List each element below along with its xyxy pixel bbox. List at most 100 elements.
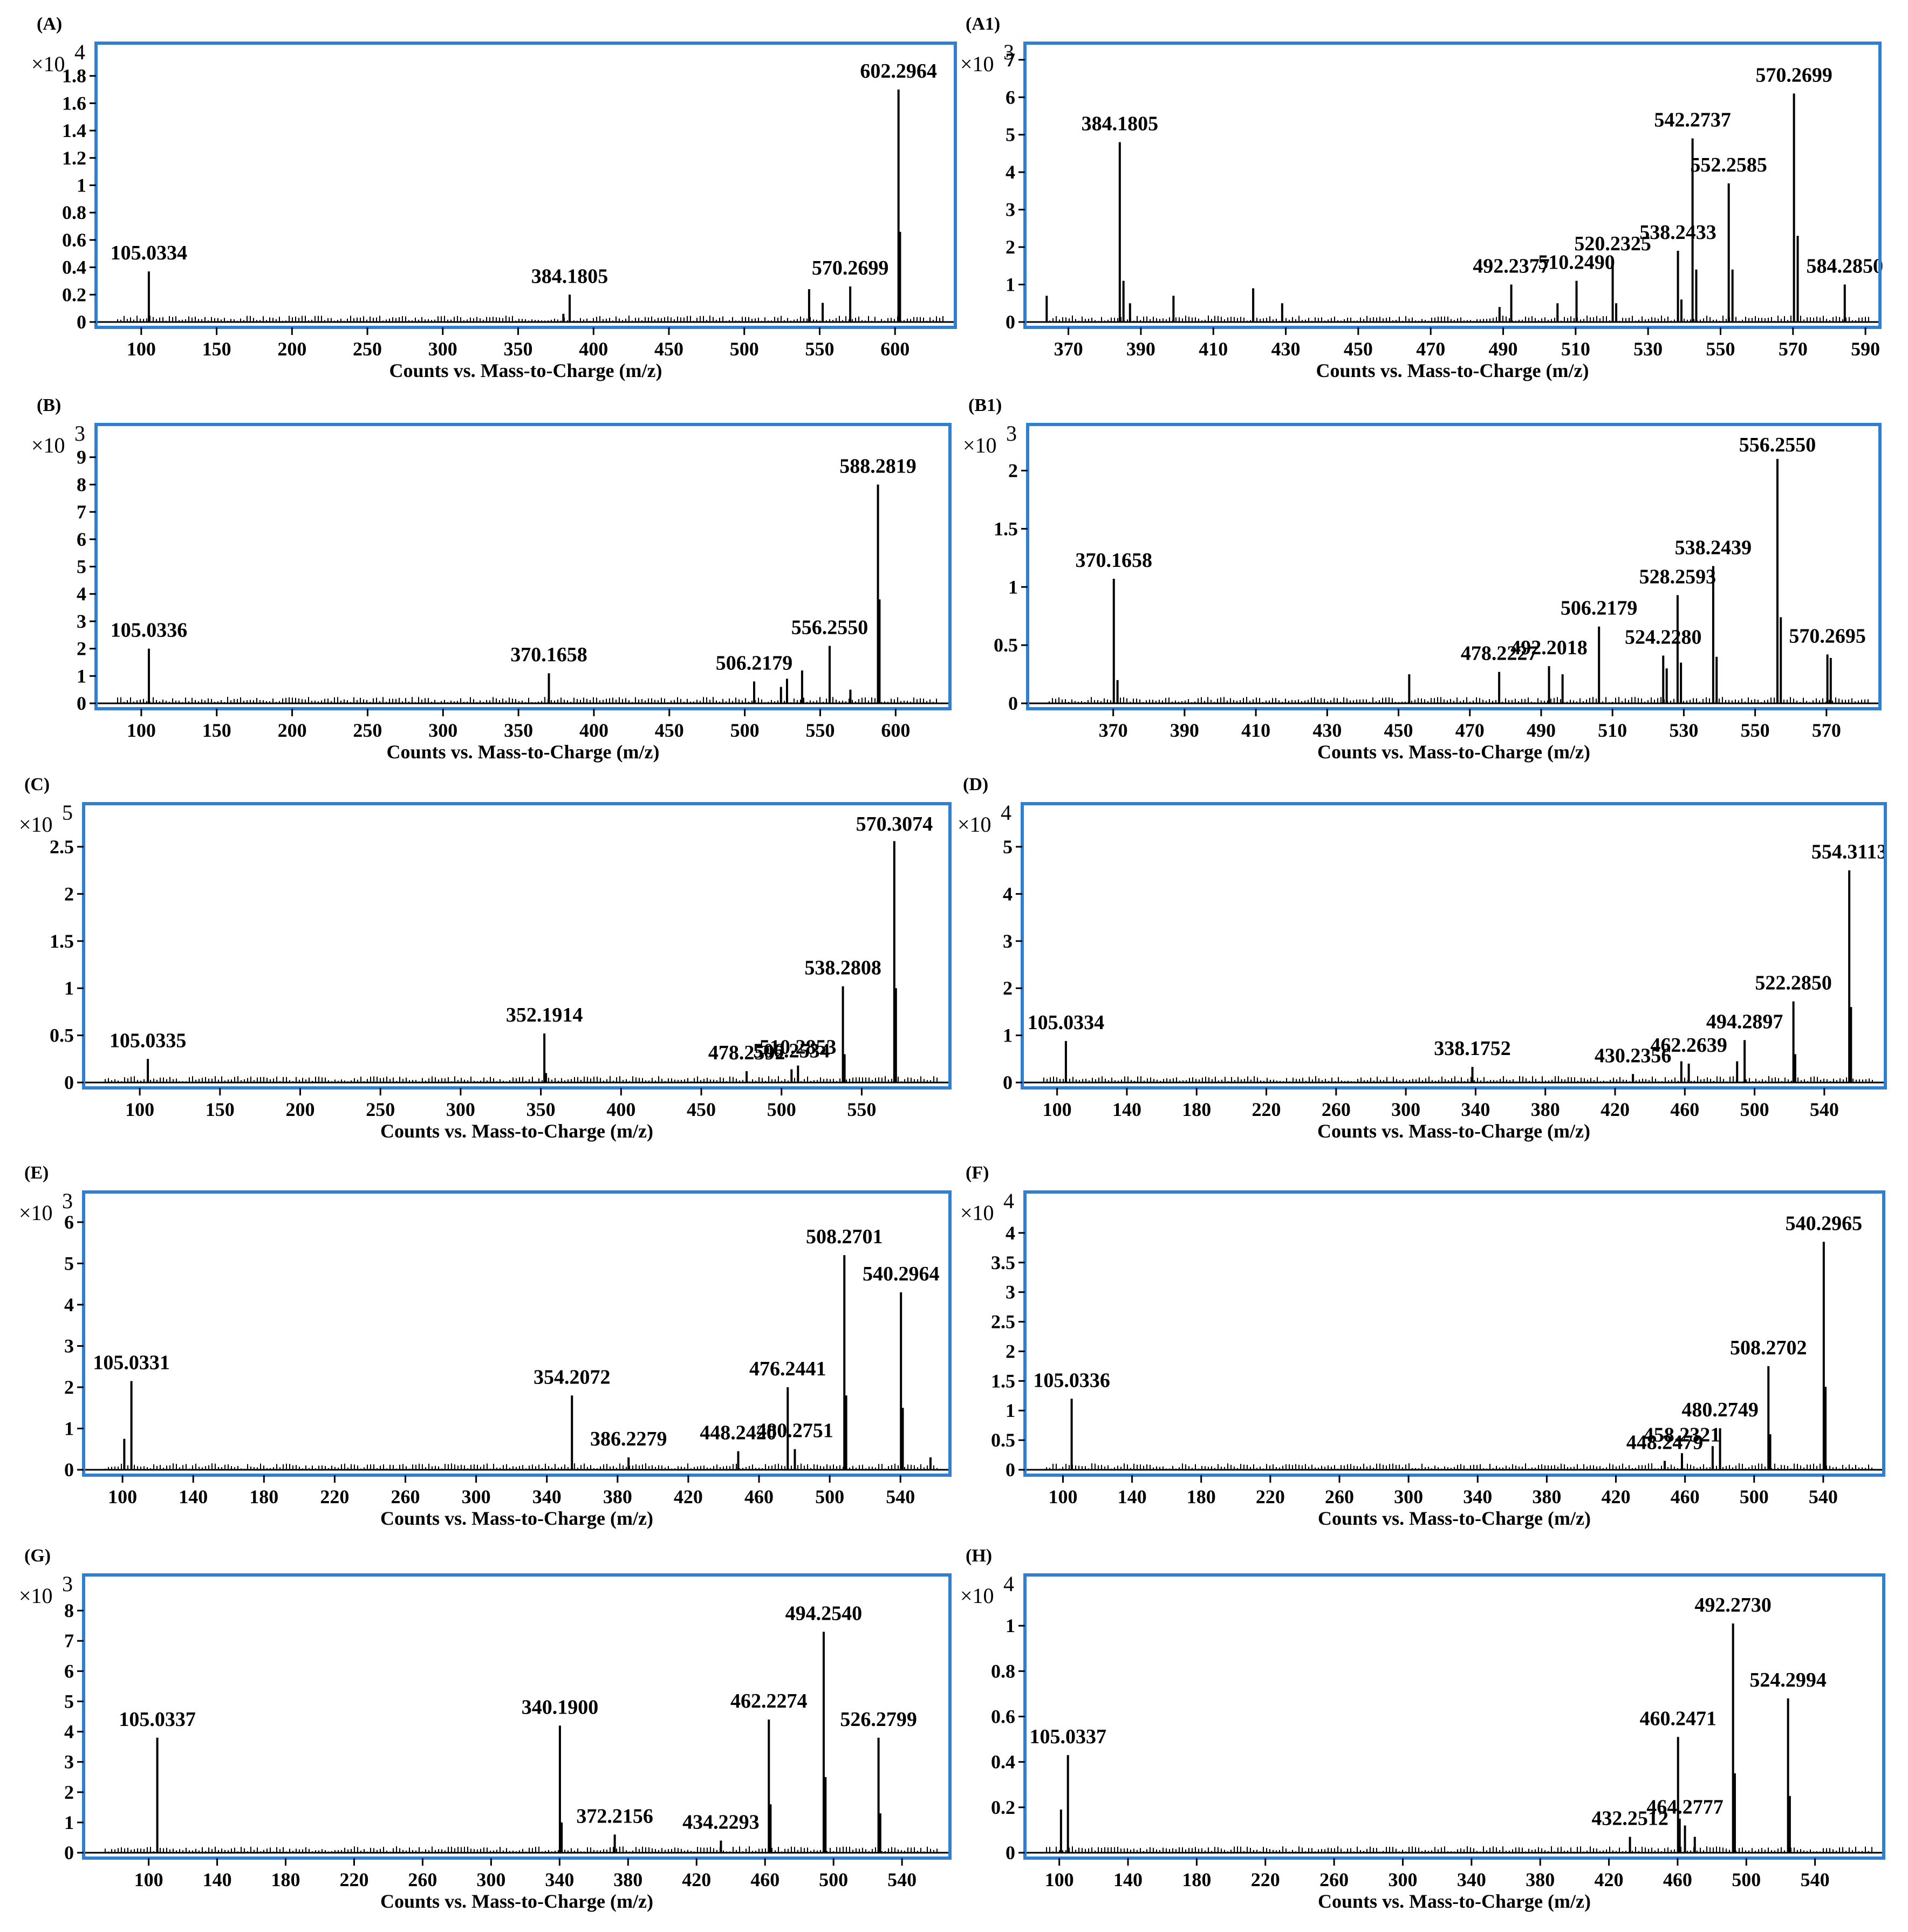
x-tick-label: 300 (462, 1486, 491, 1508)
x-tick-label: 100 (127, 338, 156, 360)
panel-label: (F) (966, 1163, 989, 1183)
peak-label: 354.2072 (534, 1366, 611, 1388)
x-axis-label: Counts vs. Mass-to-Charge (m/z) (389, 360, 662, 381)
x-tick-label: 500 (1740, 1099, 1769, 1120)
peak-label: 105.0335 (110, 1029, 187, 1052)
y-tick-label: 1.6 (62, 92, 86, 114)
x-tick-label: 420 (1602, 1486, 1631, 1508)
peak-label: 584.2850 (1807, 255, 1884, 278)
x-tick-label: 570 (1779, 338, 1808, 360)
y-tick-label: 2 (64, 1782, 74, 1803)
peak-label: 602.2964 (860, 60, 937, 83)
noise-baseline (1047, 1846, 1872, 1853)
y-tick-label: 2 (1006, 236, 1015, 258)
x-tick-label: 460 (1671, 1486, 1700, 1508)
chart-panel-2: (A1) ×10 3 384.1805 492.2377510.2490520.2325… (960, 14, 1883, 381)
x-tick-label: 500 (1732, 1869, 1761, 1890)
noise-baseline (118, 697, 936, 703)
y-tick-label: 1 (77, 175, 86, 196)
chart-panel-3: (B) ×10 3 105.0336 370.1658 506.2179 556.2550 5… (31, 395, 950, 763)
peak-label: 494.2540 (785, 1602, 863, 1625)
x-tick-label: 200 (286, 1099, 315, 1120)
y-tick-label: 7 (77, 501, 86, 523)
x-tick-label: 300 (1388, 1869, 1417, 1890)
x-tick-label: 450 (1344, 338, 1373, 360)
y-tick-label: 2 (77, 638, 86, 660)
y-tick-label: 3 (64, 1751, 74, 1773)
y-tick-label: 3 (1006, 199, 1015, 221)
x-tick-label: 140 (1112, 1099, 1141, 1120)
x-tick-label: 500 (1740, 1486, 1769, 1508)
y-tick-label: 5 (1006, 124, 1015, 146)
y-tick-label: 1.5 (994, 518, 1018, 539)
peak-label: 434.2293 (682, 1811, 760, 1834)
x-tick-label: 420 (674, 1486, 703, 1508)
panel-label: (C) (24, 775, 50, 794)
peak-label: 524.2280 (1625, 626, 1702, 649)
peak-label: 542.2737 (1654, 109, 1731, 132)
x-tick-label: 390 (1170, 720, 1199, 741)
peak-label: 476.2441 (749, 1358, 826, 1380)
x-tick-label: 250 (353, 720, 382, 741)
y-tick-label: 1.5 (50, 930, 74, 952)
x-tick-label: 570 (1812, 720, 1841, 741)
y-tick-label: 7 (1006, 49, 1015, 71)
y-tick-label: 0.8 (991, 1660, 1015, 1682)
x-tick-label: 540 (886, 1486, 915, 1508)
x-tick-label: 100 (1048, 1486, 1077, 1508)
peak-label: 570.2699 (812, 257, 889, 279)
x-tick-label: 140 (1118, 1486, 1147, 1508)
y-tick-label: 0.5 (50, 1025, 74, 1046)
x-tick-label: 490 (1527, 720, 1556, 741)
y-multiplier: ×10 (31, 52, 65, 76)
x-tick-label: 300 (446, 1099, 475, 1120)
noise-baseline (105, 1846, 937, 1853)
y-exponent: 3 (1006, 421, 1017, 446)
panel-label: (E) (24, 1163, 49, 1183)
x-tick-label: 460 (750, 1869, 779, 1890)
y-tick-label: 0.6 (991, 1706, 1015, 1728)
x-tick-label: 550 (805, 338, 834, 360)
x-tick-label: 100 (125, 1099, 154, 1120)
x-tick-label: 420 (1595, 1869, 1624, 1890)
y-tick-label: 2 (1006, 1340, 1015, 1362)
x-tick-label: 500 (767, 1099, 796, 1120)
y-tick-label: 4 (1006, 1222, 1015, 1244)
y-exponent: 3 (62, 1189, 73, 1213)
peak-label: 528.2593 (1639, 565, 1716, 588)
y-tick-label: 0 (1003, 1072, 1013, 1093)
y-exponent: 4 (74, 40, 85, 64)
peak-label: 105.0337 (119, 1708, 196, 1731)
figure: (A) ×10 4 105.0334 384.1805 570.2699 602.2964 0… (0, 0, 1908, 1929)
y-tick-label: 6 (1006, 86, 1015, 108)
peak-label: 554.3113 (1811, 841, 1887, 864)
y-tick-label: 6 (64, 1660, 74, 1682)
y-tick-label: 1 (64, 1417, 74, 1439)
chart-panel-4: (B1)×10 3370.1658478.2227492.2018506.2179… (963, 395, 1880, 763)
y-tick-label: 0.2 (991, 1797, 1015, 1818)
y-tick-label: 1.8 (62, 65, 86, 87)
x-tick-label: 100 (108, 1486, 137, 1508)
x-tick-label: 460 (1663, 1869, 1692, 1890)
x-axis-label: Counts vs. Mass-to-Charge (m/z) (380, 1508, 653, 1529)
x-tick-label: 550 (1706, 338, 1735, 360)
peak-label: 352.1914 (506, 1004, 583, 1026)
peak-label: 105.0336 (111, 619, 188, 642)
panel-label: (A) (37, 14, 62, 34)
peak-label: 538.2439 (1675, 536, 1752, 559)
x-tick-label: 220 (339, 1869, 368, 1890)
x-tick-label: 550 (805, 720, 835, 741)
x-tick-label: 340 (1463, 1486, 1492, 1508)
y-tick-label: 0.8 (62, 202, 86, 223)
y-tick-label: 1 (1003, 1025, 1013, 1046)
y-tick-label: 1 (1006, 274, 1015, 296)
y-tick-label: 2 (64, 883, 74, 905)
x-tick-label: 450 (1384, 720, 1413, 741)
x-tick-label: 600 (881, 720, 910, 741)
x-tick-label: 140 (179, 1486, 208, 1508)
y-tick-label: 4 (64, 1294, 74, 1316)
plot-frame (1025, 1192, 1884, 1475)
x-tick-label: 100 (127, 720, 156, 741)
x-tick-label: 220 (1251, 1869, 1280, 1890)
